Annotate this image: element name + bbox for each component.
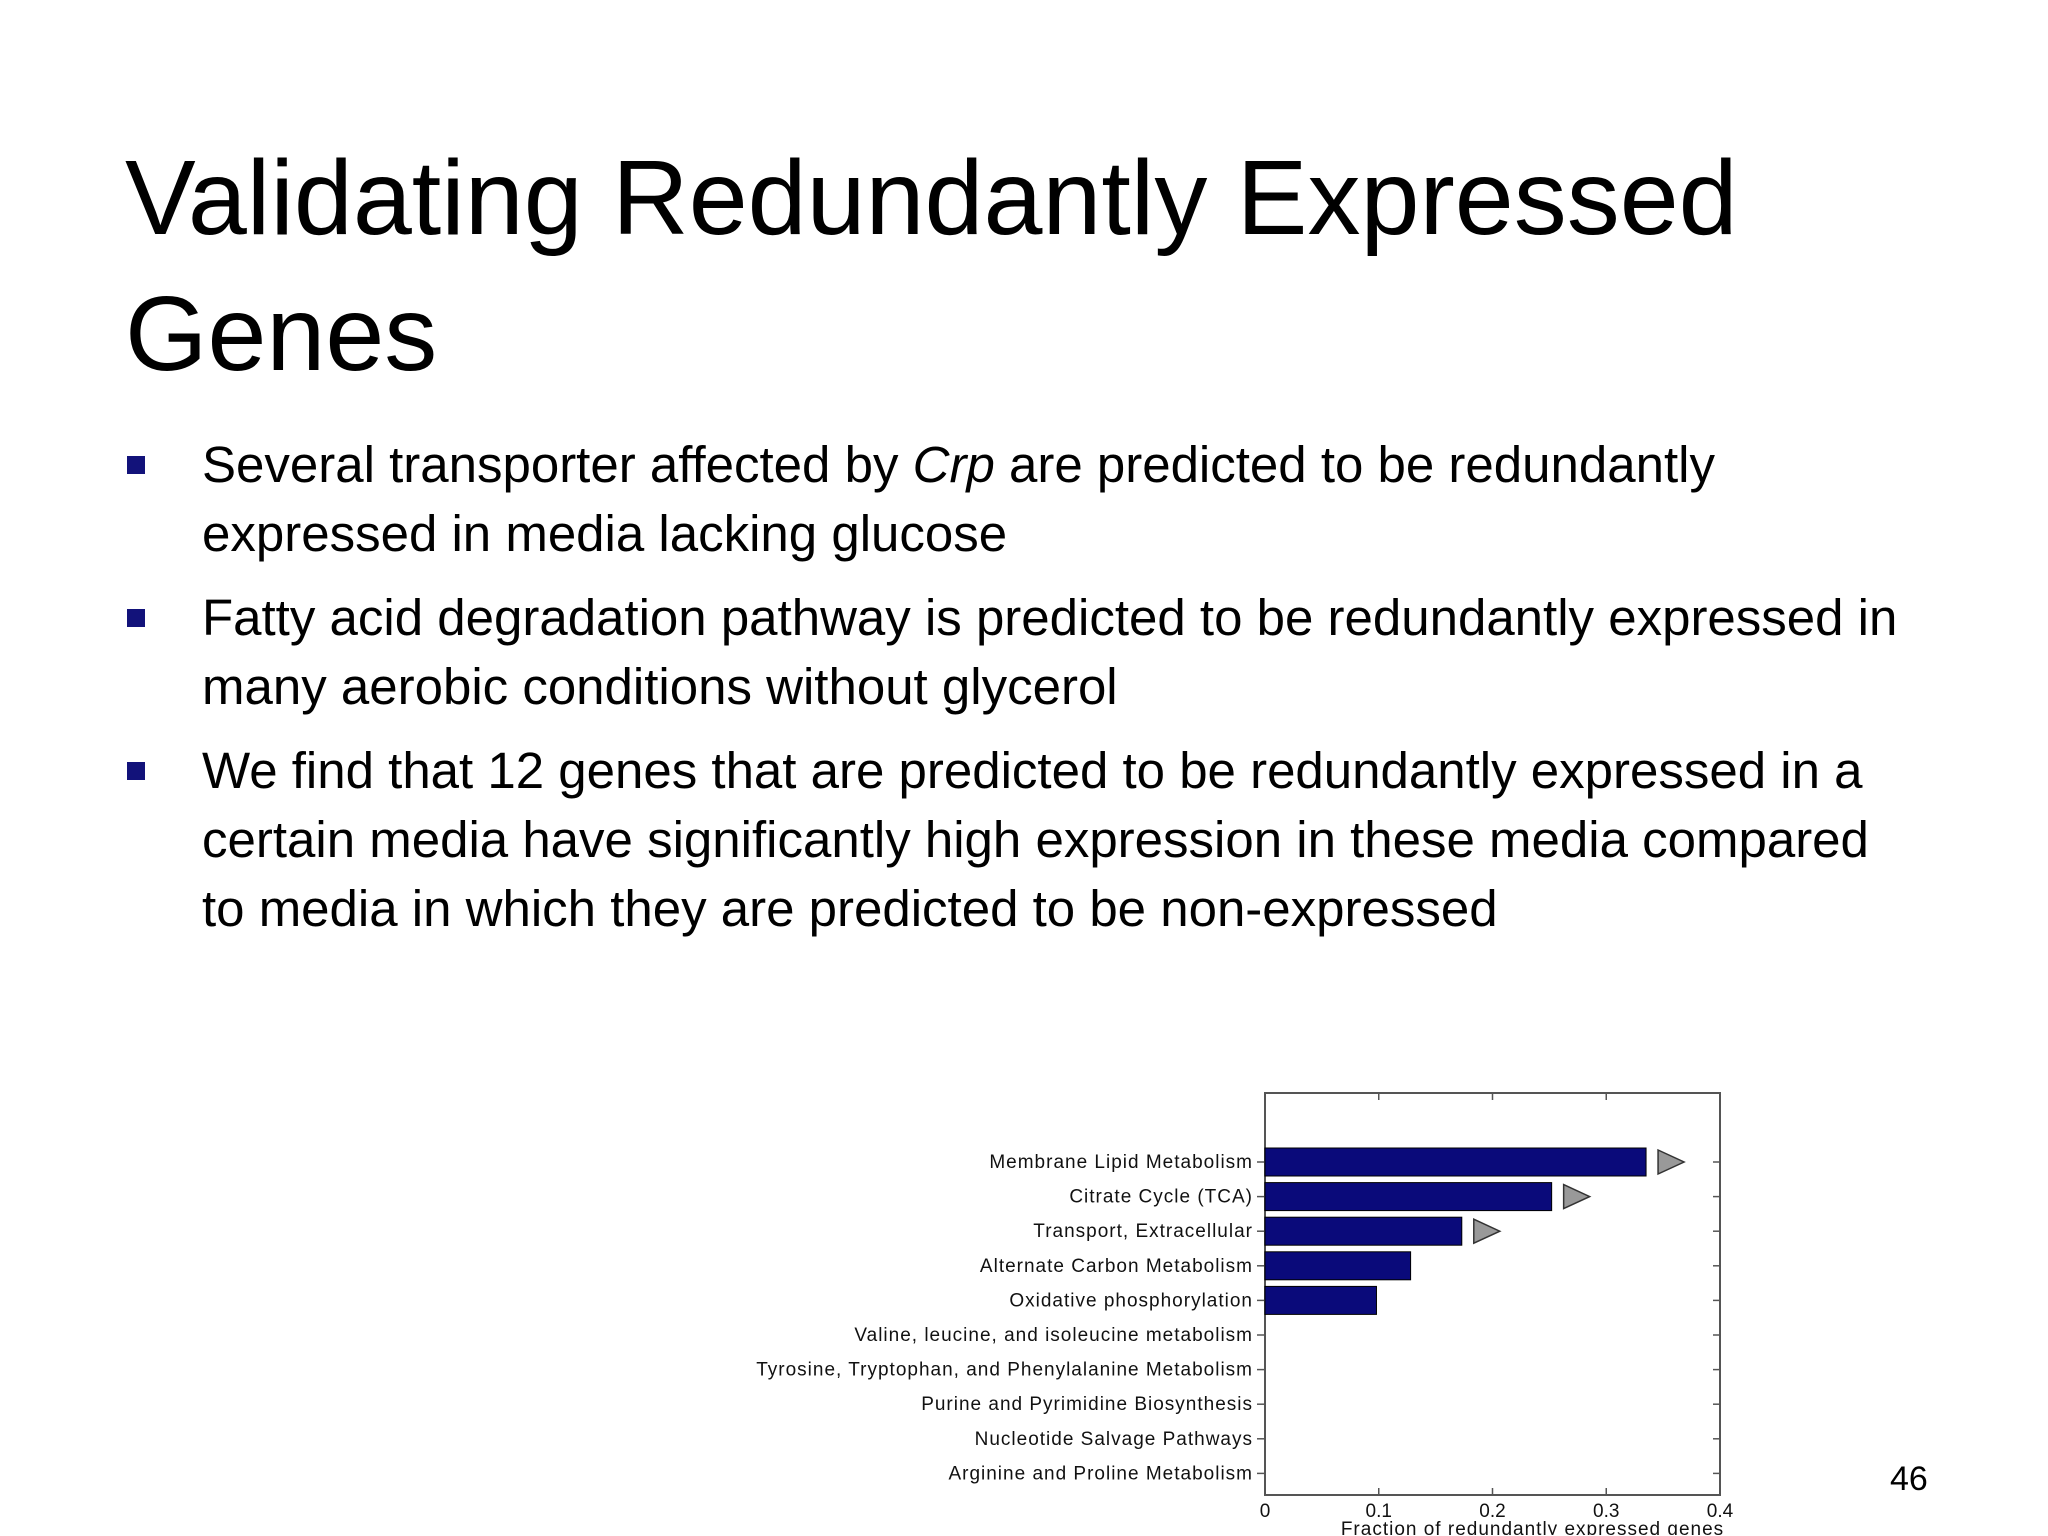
bullet-item: We find that 12 genes that are predicted… <box>125 736 1925 943</box>
bar <box>1264 1182 1553 1212</box>
bullet-text: Fatty acid degradation pathway is predic… <box>202 589 1898 715</box>
bar <box>1264 1216 1463 1246</box>
bar <box>1264 1251 1412 1281</box>
category-label: Citrate Cycle (TCA) <box>1069 1187 1253 1208</box>
category-label: Arginine and Proline Metabolism <box>948 1463 1253 1484</box>
category-label: Valine, leucine, and isoleucine metaboli… <box>854 1325 1253 1346</box>
square-bullet-icon <box>127 762 145 780</box>
category-label: Transport, Extracellular <box>1033 1221 1253 1242</box>
category-label: Tyrosine, Tryptophan, and Phenylalanine … <box>756 1360 1253 1381</box>
bullet-item: Fatty acid degradation pathway is predic… <box>125 583 1925 721</box>
x-tick-label: 0 <box>1260 1501 1271 1522</box>
category-label: Membrane Lipid Metabolism <box>989 1152 1253 1173</box>
bar-chart: 0 0.1 0.2 0.3 0.4 Fraction of redundantly exp… <box>470 1055 1820 1535</box>
x-tick-label: 0.3 <box>1593 1501 1619 1522</box>
significance-arrow-icon <box>1562 1183 1592 1210</box>
bullet-text: Several transporter affected by Crp are … <box>202 436 1715 562</box>
x-axis-title: Fraction of redundantly expressed genes <box>1341 1519 1724 1535</box>
bullet-text: We find that 12 genes that are predicted… <box>202 742 1869 937</box>
page-number: 46 <box>1890 1460 1928 1498</box>
bar <box>1264 1285 1377 1315</box>
x-tick-label: 0.2 <box>1479 1501 1505 1522</box>
significance-arrow-icon <box>1473 1218 1502 1245</box>
category-label: Purine and Pyrimidine Biosynthesis <box>921 1394 1253 1415</box>
x-tick-label: 0.1 <box>1366 1501 1392 1522</box>
category-label: Alternate Carbon Metabolism <box>980 1256 1253 1277</box>
bullet-list: Several transporter affected by Crp are … <box>125 430 1925 958</box>
category-label: Nucleotide Salvage Pathways <box>975 1429 1253 1450</box>
square-bullet-icon <box>127 609 145 627</box>
category-label: Oxidative phosphorylation <box>1009 1290 1253 1311</box>
italic-gene-name: Crp <box>912 436 995 493</box>
bar <box>1264 1147 1647 1177</box>
slide-title: Validating Redundantly Expressed Genes <box>125 139 1738 393</box>
square-bullet-icon <box>127 456 145 474</box>
bullet-item: Several transporter affected by Crp are … <box>125 430 1925 568</box>
significance-arrow-icon <box>1657 1148 1686 1176</box>
x-tick-label: 0.4 <box>1707 1501 1734 1522</box>
